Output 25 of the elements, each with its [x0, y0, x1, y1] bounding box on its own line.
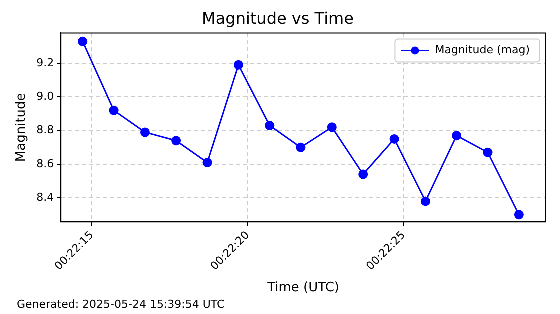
x-axis-title: Time (UTC) — [266, 280, 340, 296]
point — [234, 60, 244, 70]
point — [514, 210, 524, 220]
y-axis-title: Magnitude — [14, 93, 30, 162]
point — [109, 106, 119, 116]
point — [390, 134, 400, 144]
point — [420, 196, 430, 206]
y-tick-label: 8.8 — [36, 124, 54, 137]
point — [265, 120, 275, 130]
point — [327, 122, 337, 132]
point — [202, 158, 212, 168]
point — [358, 170, 368, 180]
y-tick-label: 9.2 — [36, 56, 54, 70]
point — [140, 128, 150, 138]
point — [483, 148, 493, 158]
y-tick-label: 8.4 — [36, 190, 54, 204]
y-tick-label: 9.0 — [36, 90, 54, 103]
y-tick-label: 8.6 — [36, 157, 54, 170]
chart-title: Magnitude vs Time — [202, 8, 354, 28]
point — [452, 131, 462, 141]
point — [296, 142, 306, 152]
point — [78, 36, 88, 46]
point — [172, 136, 182, 146]
text: Generated: 2025-05-24 15:39:54 UTC — [17, 298, 225, 311]
legend-label: Magnitude (mag) — [435, 44, 530, 57]
